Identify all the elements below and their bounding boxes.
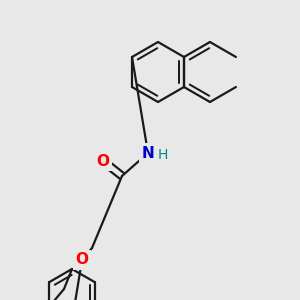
Text: H: H (158, 148, 168, 162)
Text: N: N (142, 146, 154, 160)
Text: O: O (97, 154, 110, 169)
Text: O: O (76, 253, 88, 268)
